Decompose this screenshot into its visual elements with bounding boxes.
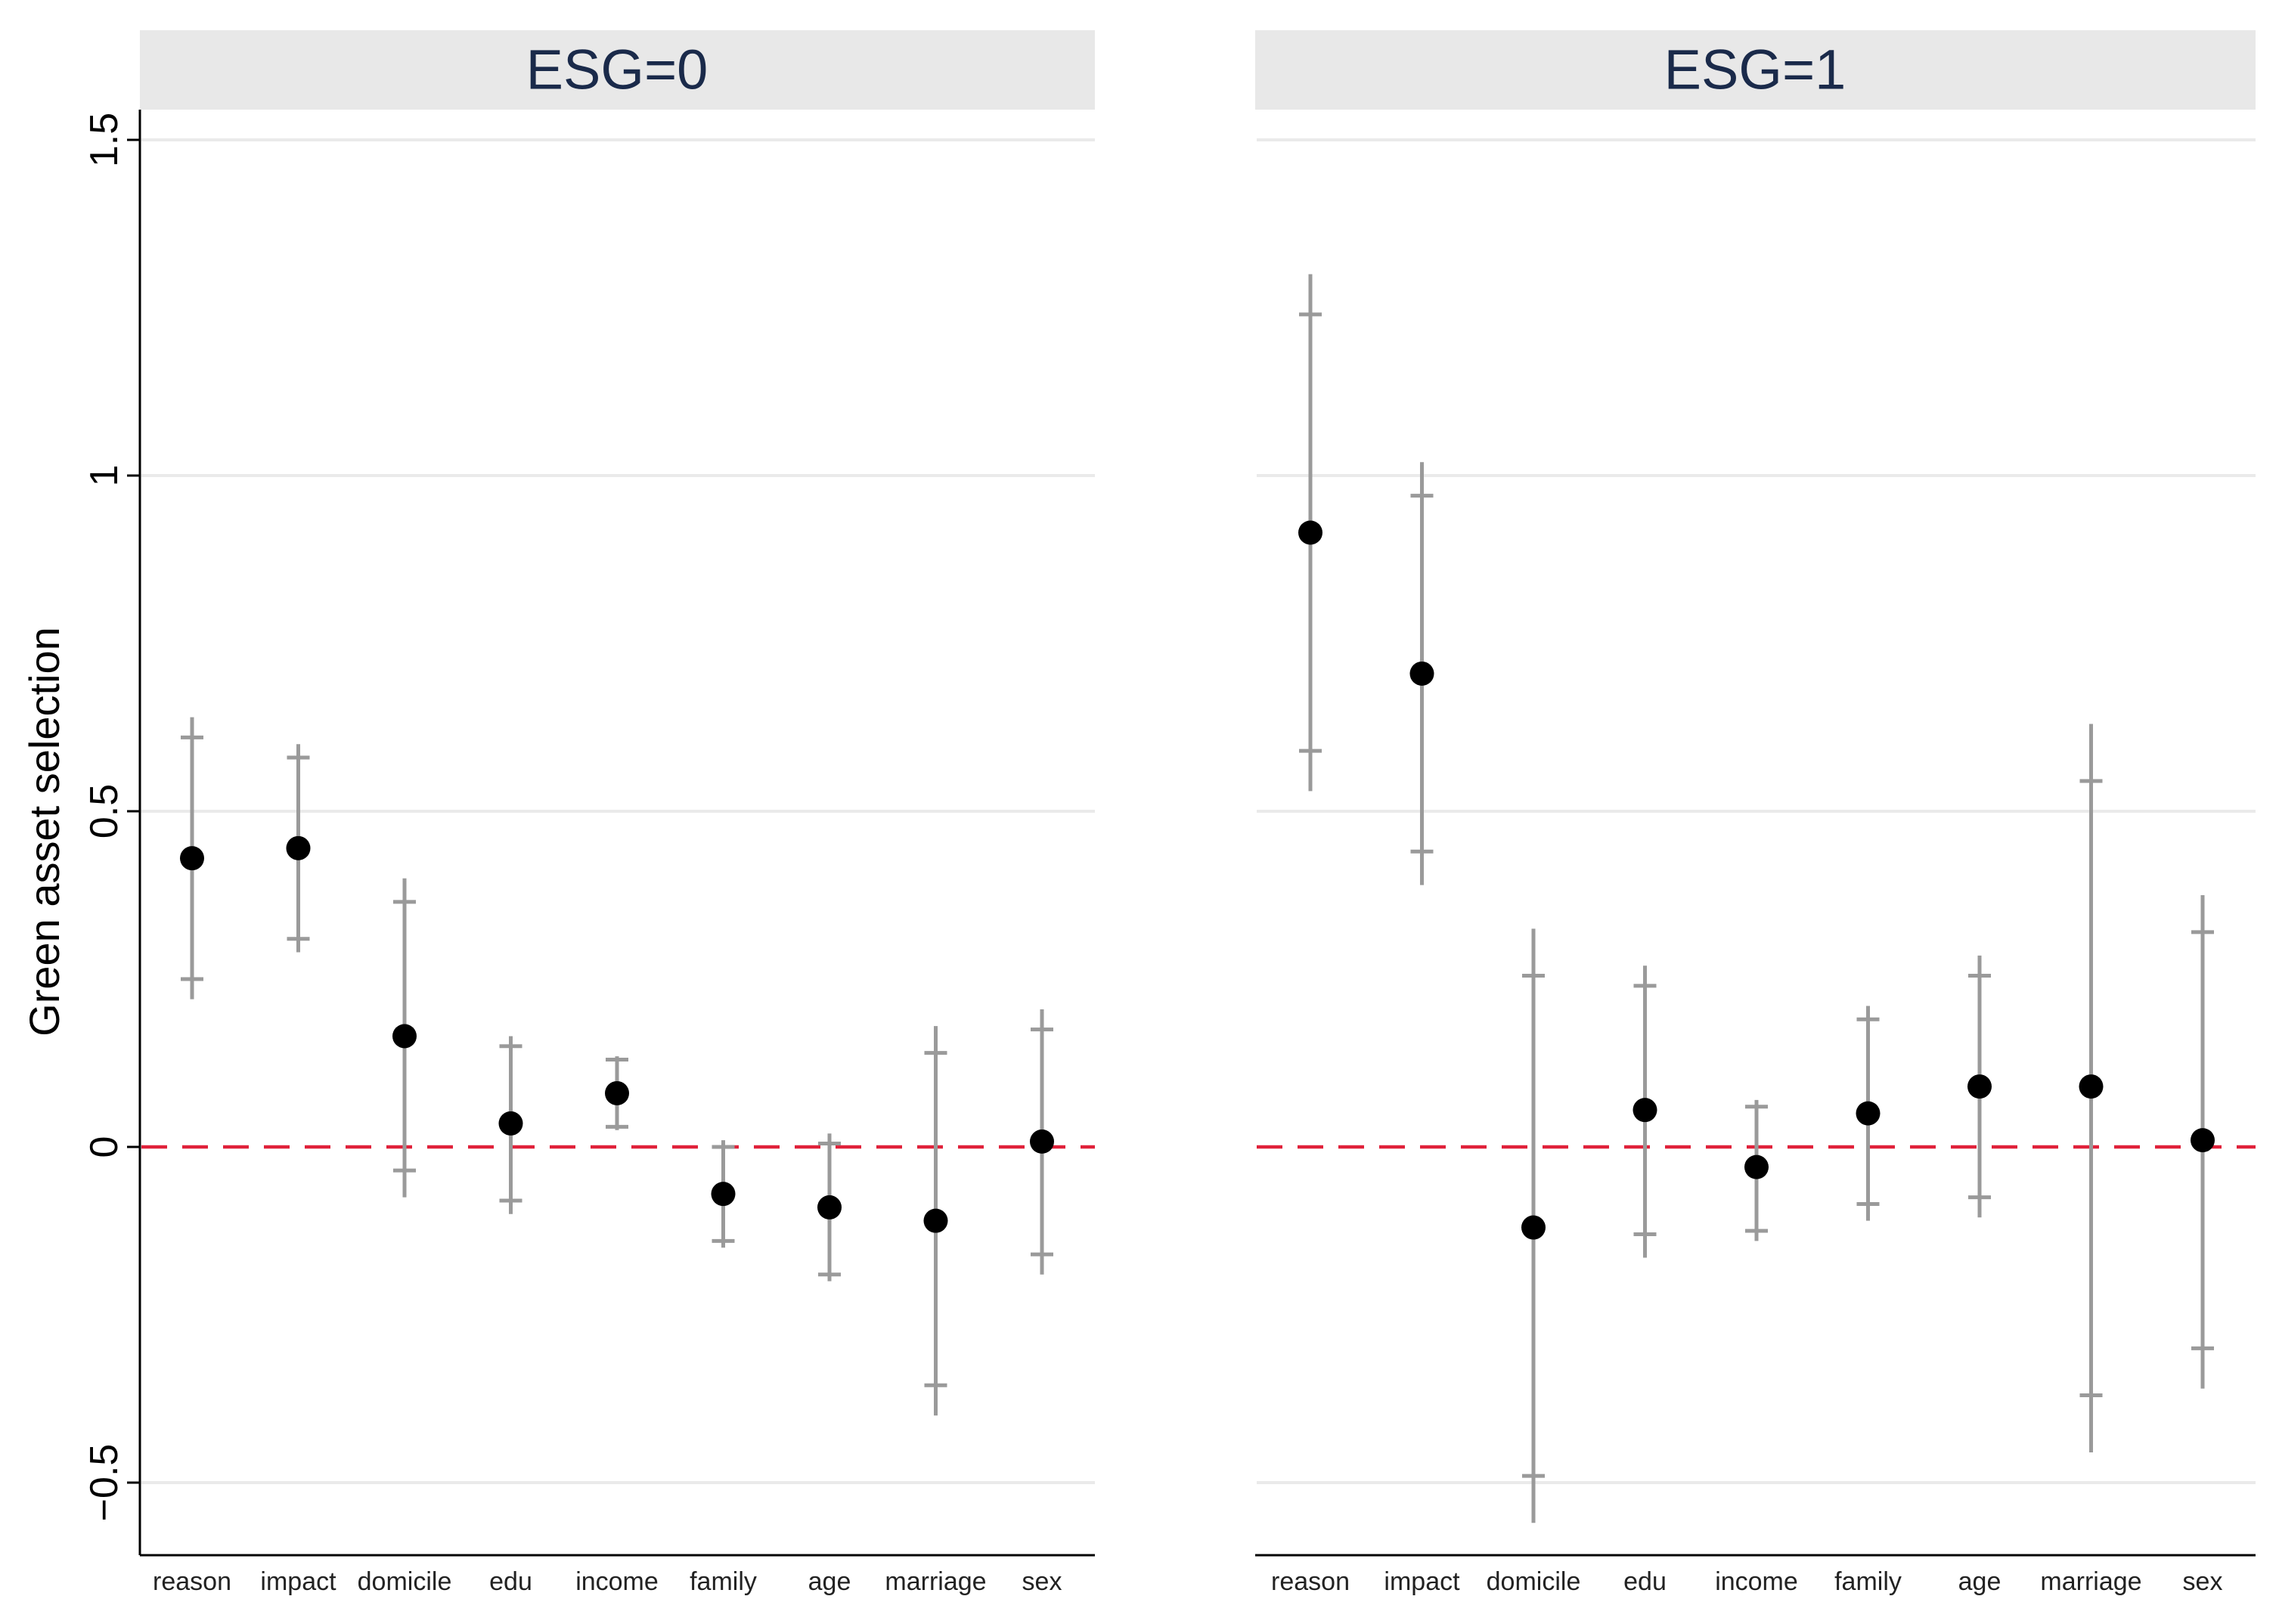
category-label-sex: sex bbox=[1022, 1567, 1062, 1596]
coefficient-domicile bbox=[392, 878, 417, 1198]
coefficient-income bbox=[1744, 1099, 1769, 1241]
point-estimate bbox=[1298, 520, 1322, 545]
category-label-impact: impact bbox=[1384, 1567, 1460, 1596]
coefficient-sex bbox=[2191, 895, 2215, 1389]
category-label-domicile: domicile bbox=[1487, 1567, 1581, 1596]
y-tick-label: 0.5 bbox=[82, 784, 126, 838]
point-estimate bbox=[2191, 1128, 2215, 1153]
category-label-edu: edu bbox=[489, 1567, 532, 1596]
category-label-age: age bbox=[808, 1567, 851, 1596]
category-label-family: family bbox=[690, 1567, 757, 1596]
panel-title-esg-1: ESG=1 bbox=[1664, 39, 1846, 101]
category-label-edu: edu bbox=[1623, 1567, 1667, 1596]
coefficient-family bbox=[711, 1140, 736, 1248]
category-label-sex: sex bbox=[2183, 1567, 2223, 1596]
coefficient-marriage bbox=[2079, 724, 2104, 1453]
point-estimate bbox=[1633, 1098, 1657, 1123]
panel-esg-1: ESG=1 reason impact domicile edu income famil… bbox=[1255, 30, 2256, 1596]
coefficient-family bbox=[1856, 1006, 1881, 1221]
coefficients-esg-0 bbox=[180, 717, 1054, 1416]
panel-header-esg-1 bbox=[1255, 30, 2256, 110]
coefficient-reason bbox=[1298, 274, 1322, 792]
coefficients-esg-1 bbox=[1298, 274, 2215, 1523]
point-estimate bbox=[605, 1080, 629, 1105]
category-label-age: age bbox=[1958, 1567, 2001, 1596]
category-label-income: income bbox=[1715, 1567, 1798, 1596]
coefficient-age bbox=[1967, 955, 1992, 1218]
point-estimate bbox=[286, 835, 311, 860]
coefficient-reason bbox=[180, 717, 204, 1000]
category-label-reason: reason bbox=[1271, 1567, 1350, 1596]
gridlines-esg-1 bbox=[1257, 138, 2256, 1484]
point-estimate bbox=[1030, 1129, 1054, 1154]
y-tick-label: 1.5 bbox=[82, 113, 126, 167]
category-labels-esg-1: reason impact domicile edu income family age ma… bbox=[1271, 1567, 2222, 1596]
point-estimate bbox=[1521, 1215, 1546, 1240]
point-estimate bbox=[711, 1182, 736, 1207]
gridlines-esg-0 bbox=[141, 138, 1095, 1484]
category-label-impact: impact bbox=[260, 1567, 336, 1596]
category-label-domicile: domicile bbox=[358, 1567, 452, 1596]
point-estimate bbox=[1967, 1074, 1992, 1099]
category-label-marriage: marriage bbox=[885, 1567, 986, 1596]
y-tick-label: 1 bbox=[82, 465, 126, 487]
y-tick-label: −0.5 bbox=[82, 1444, 126, 1522]
point-estimate bbox=[923, 1208, 948, 1233]
point-estimate bbox=[1856, 1101, 1881, 1126]
panel-title-esg-0: ESG=0 bbox=[526, 39, 709, 101]
coefficient-edu bbox=[498, 1036, 523, 1214]
category-labels-esg-0: reason impact domicile edu income family age ma… bbox=[153, 1567, 1062, 1596]
coefficient-income bbox=[605, 1056, 629, 1130]
y-axis-ticks: −0.5 0 0.5 1 1.5 bbox=[82, 113, 140, 1521]
coefficient-impact bbox=[286, 744, 311, 953]
category-label-marriage: marriage bbox=[2040, 1567, 2141, 1596]
coefficient-marriage bbox=[923, 1026, 948, 1416]
coefficient-age bbox=[817, 1133, 842, 1282]
coefficient-domicile bbox=[1521, 928, 1546, 1523]
point-estimate bbox=[392, 1024, 417, 1049]
point-estimate bbox=[1409, 661, 1434, 686]
point-estimate bbox=[1744, 1154, 1769, 1179]
panel-esg-0: ESG=0 reason impact domicile edu income famil… bbox=[140, 30, 1095, 1596]
y-axis-title: Green asset selection bbox=[20, 627, 68, 1037]
category-label-reason: reason bbox=[153, 1567, 231, 1596]
panel-header-esg-0 bbox=[140, 30, 1095, 110]
coefficient-edu bbox=[1633, 965, 1657, 1258]
point-estimate bbox=[817, 1195, 842, 1220]
coefficient-sex bbox=[1030, 1009, 1054, 1275]
coefficient-impact bbox=[1409, 462, 1434, 885]
point-estimate bbox=[2079, 1074, 2104, 1099]
category-label-income: income bbox=[575, 1567, 659, 1596]
y-tick-label: 0 bbox=[82, 1136, 126, 1158]
point-estimate bbox=[180, 846, 204, 871]
y-axis: −0.5 0 0.5 1 1.5 Green asset selection bbox=[20, 110, 141, 1555]
category-label-family: family bbox=[1834, 1567, 1902, 1596]
point-estimate bbox=[498, 1111, 523, 1136]
